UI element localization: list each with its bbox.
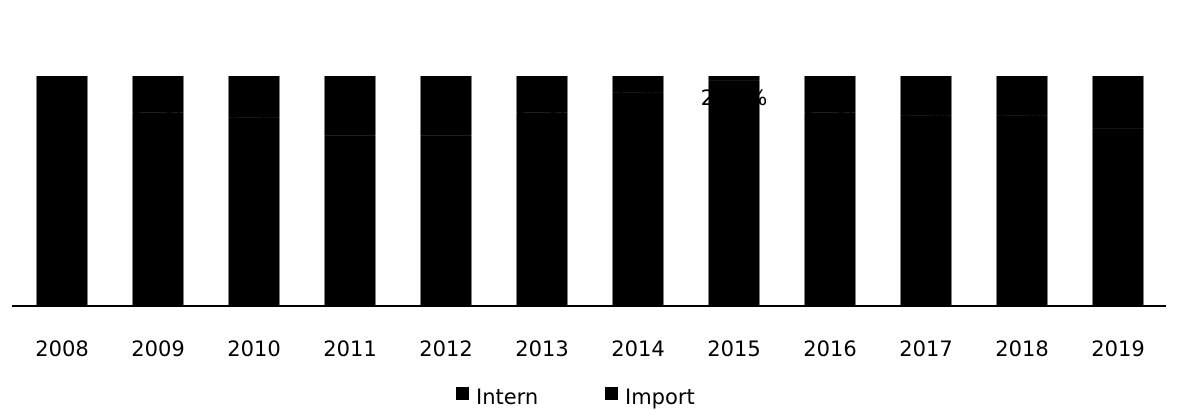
data-label-import-2017: 1...%: [899, 108, 952, 132]
x-tick-label-2010: 2010: [227, 337, 280, 361]
bar-import-2015: [708, 76, 760, 81]
bar-import-2018: [996, 76, 1048, 116]
bar-import-2013: [516, 76, 568, 113]
bar-import-2010: [228, 76, 280, 118]
legend: Intern Import: [456, 385, 695, 409]
bar-import-2014: [612, 76, 664, 93]
data-label-intern-2019: 7...%: [1091, 224, 1144, 248]
x-tick-label-2014: 2014: [611, 337, 664, 361]
x-tick-label-2011: 2011: [323, 337, 376, 361]
legend-item-import: Import: [605, 385, 695, 409]
x-tick-label-2012: 2012: [419, 337, 472, 361]
bar-import-2019: [1092, 76, 1144, 129]
bar-intern-2011: [324, 135, 376, 306]
bars-layer: [36, 76, 1144, 307]
data-label-intern-2011: 7...%: [323, 224, 376, 248]
data-label-intern-2013: 8...%: [515, 224, 568, 248]
data-label-intern-2014: 9...%: [611, 212, 664, 236]
legend-label-intern: Intern: [476, 385, 538, 409]
x-tick-label-2017: 2017: [899, 337, 952, 361]
data-label-import-2013: 1...%: [515, 108, 568, 132]
x-tick-label-2008: 2008: [35, 337, 88, 361]
bar-import-2016: [804, 76, 856, 113]
data-label-import-2019: 2...%: [1091, 108, 1144, 132]
data-label-import-2010: 1...%: [227, 108, 280, 132]
data-label-import-2011: 2...%: [323, 108, 376, 132]
bar-intern-2018: [996, 115, 1048, 306]
bar-import-2017: [900, 76, 952, 116]
data-label-import-2012: 2...%: [419, 108, 472, 132]
bar-intern-2010: [228, 117, 280, 307]
bar-intern-2019: [1092, 128, 1144, 306]
data-label-import-2008: 3...%: [35, 108, 88, 132]
data-labels-layer: 6...% 3...% 8...% 1...% 8...% 1...% 7...% 2...%…: [35, 86, 1144, 248]
x-tick-label-2016: 2016: [803, 337, 856, 361]
bar-intern-2015: [708, 80, 760, 306]
data-label-intern-2010: 8...%: [227, 224, 280, 248]
data-label-intern-2012: 7...%: [419, 224, 472, 248]
data-label-intern-2018: 8...%: [995, 224, 1048, 248]
bar-intern-2014: [612, 92, 664, 306]
data-label-import-2009: 1...%: [131, 108, 184, 132]
legend-swatch-intern: [456, 387, 469, 400]
data-label-import-2015: 2.20%: [701, 86, 768, 110]
legend-label-import: Import: [625, 385, 695, 409]
bar-import-2008: [36, 76, 88, 157]
data-label-import-2016: 1...%: [803, 108, 856, 132]
data-label-import-2018: 1...%: [995, 108, 1048, 132]
bar-intern-2013: [516, 112, 568, 306]
bar-intern-2012: [420, 135, 472, 306]
data-label-import-2014: 7...%: [611, 86, 664, 110]
bar-import-2012: [420, 76, 472, 136]
legend-swatch-import: [605, 387, 618, 400]
data-label-intern-2008: 6...%: [35, 224, 88, 248]
x-tick-label-2013: 2013: [515, 337, 568, 361]
x-tick-label-2018: 2018: [995, 337, 1048, 361]
data-label-intern-2009: 8...%: [131, 224, 184, 248]
bar-intern-2008: [36, 156, 88, 306]
data-label-intern-2017: 8...%: [899, 224, 952, 248]
bar-intern-2016: [804, 112, 856, 306]
bar-intern-2017: [900, 115, 952, 306]
x-tick-label-2015: 2015: [707, 337, 760, 361]
x-tick-labels: 2008 2009 2010 2011 2012 2013 2014 2015 2016 2017…: [35, 337, 1144, 361]
legend-item-intern: Intern: [456, 385, 538, 409]
x-tick-label-2019: 2019: [1091, 337, 1144, 361]
bar-intern-2009: [132, 112, 184, 306]
x-tick-label-2009: 2009: [131, 337, 184, 361]
data-label-intern-2015: 9...%: [707, 212, 760, 236]
bar-import-2009: [132, 76, 184, 113]
bar-import-2011: [324, 76, 376, 136]
data-label-intern-2016: 8...%: [803, 224, 856, 248]
